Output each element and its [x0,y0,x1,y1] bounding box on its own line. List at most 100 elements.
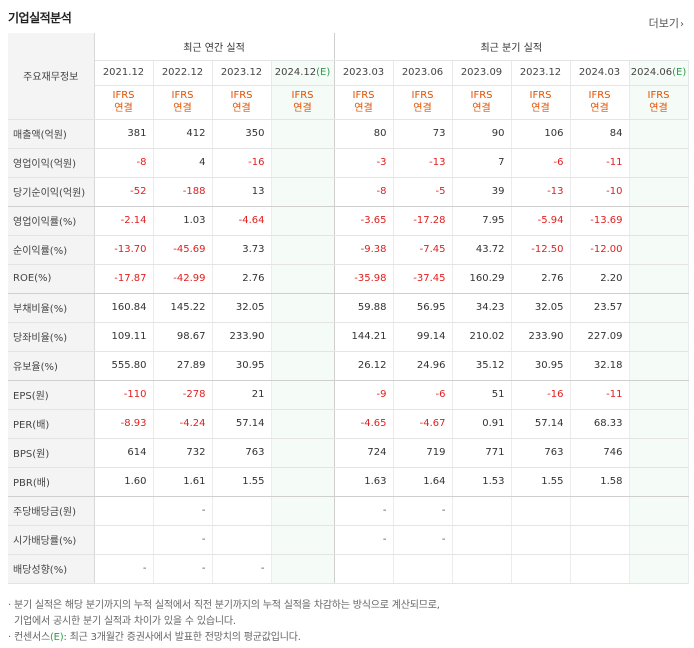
value-cell: 80 [334,119,394,149]
estimate-mark: (E) [316,67,331,78]
value-cell: -8 [94,148,154,178]
value-cell: - [334,496,394,526]
value-cell: -4.65 [334,409,394,439]
consolidated-label: 연결 [354,103,373,114]
period-label: 2021.12 [102,67,145,78]
ifrs-label: IFRS [647,90,670,101]
table-row: ROE(%) -17.87 -42.99 2.76 -35.98 -37.45 160.29… [8,264,689,294]
period-label: 2023.03 [342,67,385,78]
value-cell: 763 [511,438,571,468]
row-label: 영업이익률(%) [8,206,95,236]
value-cell [271,177,335,207]
value-cell: -7.45 [393,235,453,265]
value-cell: 350 [212,119,272,149]
value-cell: 56.95 [393,293,453,323]
table-row: 당기순이익(억원) -52 -188 13 -8 -5 39 -13 -10 [8,177,689,207]
value-cell [511,496,571,526]
table-row: 영업이익률(%) -2.14 1.03 -4.64 -3.65 -17.28 7.95 -5.… [8,206,689,236]
value-cell: 3.73 [212,235,272,265]
value-cell: 57.14 [212,409,272,439]
value-cell [629,438,689,468]
value-cell [629,554,689,584]
value-cell [629,293,689,323]
value-cell [629,409,689,439]
more-link[interactable]: 더보기› [649,15,684,31]
value-cell: 2.20 [570,264,630,294]
value-cell: 90 [452,119,512,149]
value-cell [271,409,335,439]
value-cell: -188 [153,177,213,207]
value-cell: 7 [452,148,512,178]
value-cell [271,235,335,265]
row-label: 부채비율(%) [8,293,95,323]
value-cell: 1.55 [212,467,272,497]
table-row: 매출액(억원) 381 412 350 80 73 90 106 84 [8,119,689,149]
value-cell: 26.12 [334,351,394,381]
value-cell: 73 [393,119,453,149]
period-header: 2023.12 [511,60,571,86]
value-cell: -3.65 [334,206,394,236]
more-label: 더보기 [648,17,679,30]
value-cell [452,554,512,584]
value-cell [271,322,335,352]
value-cell: 34.23 [452,293,512,323]
value-cell: 35.12 [452,351,512,381]
value-cell: -37.45 [393,264,453,294]
value-cell: -5.94 [511,206,571,236]
table-row: 시가배당률(%) - - - [8,525,689,555]
value-cell: - [94,554,154,584]
value-cell: 2.76 [511,264,571,294]
period-label: 2023.06 [401,67,444,78]
period-label: 2023.12 [220,67,263,78]
value-cell [271,496,335,526]
value-cell [271,206,335,236]
value-cell: 227.09 [570,322,630,352]
section-title: 기업실적분석 [8,11,72,25]
table-row: 부채비율(%) 160.84 145.22 32.05 59.88 56.95 34.23 3… [8,293,689,323]
value-cell [452,496,512,526]
consolidated-label: 연결 [472,103,491,114]
value-cell: -10 [570,177,630,207]
value-cell: 763 [212,438,272,468]
value-cell: -17.87 [94,264,154,294]
value-cell: - [212,554,272,584]
value-cell: 57.14 [511,409,571,439]
value-cell: 381 [94,119,154,149]
table-row: 당좌비율(%) 109.11 98.67 233.90 144.21 99.14 210.0… [8,322,689,352]
consolidated-label: 연결 [649,103,668,114]
value-cell: -17.28 [393,206,453,236]
value-cell: -8 [334,177,394,207]
value-cell [393,554,453,584]
row-label: 배당성향(%) [8,554,95,584]
table-row: PER(배) -8.93 -4.24 57.14 -4.65 -4.67 0.91 57.14… [8,409,689,439]
value-cell: -42.99 [153,264,213,294]
quarterly-group-header: 최근 분기 실적 [334,33,688,61]
value-cell: 719 [393,438,453,468]
table-row: PBR(배) 1.60 1.61 1.55 1.63 1.64 1.53 1.55 1.58 [8,467,689,497]
value-cell: 145.22 [153,293,213,323]
value-cell: - [153,554,213,584]
value-cell: 106 [511,119,571,149]
ifrs-label: IFRS [411,90,434,101]
value-cell: 32.05 [511,293,571,323]
value-cell [94,496,154,526]
row-label: 유보율(%) [8,351,95,381]
period-label: 2024.03 [578,67,621,78]
value-cell [271,293,335,323]
value-cell: 0.91 [452,409,512,439]
ifrs-header: IFRS 연결 [629,85,689,120]
ifrs-label: IFRS [112,90,135,101]
value-cell: 99.14 [393,322,453,352]
annual-group-header: 최근 연간 실적 [94,33,335,61]
value-cell [629,119,689,149]
value-cell: 1.63 [334,467,394,497]
ifrs-header: IFRS 연결 [153,85,213,120]
value-cell [212,525,272,555]
consolidated-label: 연결 [173,103,192,114]
estimate-mark: (E) [672,67,687,78]
value-cell [271,380,335,410]
value-cell [271,525,335,555]
ifrs-header: IFRS 연결 [212,85,272,120]
value-cell: 1.64 [393,467,453,497]
value-cell: 84 [570,119,630,149]
